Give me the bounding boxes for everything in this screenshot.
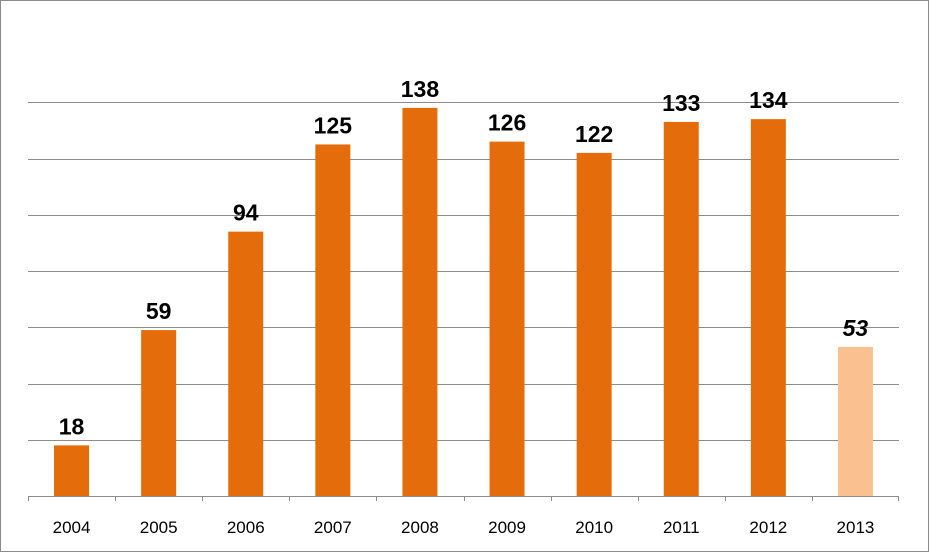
data-label-2005: 59	[146, 298, 172, 324]
bar-2007	[315, 144, 351, 496]
data-label-2007: 125	[314, 112, 353, 138]
data-label-2006: 94	[233, 200, 259, 226]
x-tick-label-2011: 2011	[663, 518, 700, 537]
data-labels: 18 59 94 125 138 126 122 133 134 53	[59, 76, 869, 440]
x-tick-label-2012: 2012	[749, 518, 787, 537]
bar-2012	[750, 119, 786, 496]
x-tick-label-2008: 2008	[401, 518, 439, 537]
bar-2006	[228, 231, 264, 496]
bar-2008	[402, 107, 438, 496]
x-tick-label-2006: 2006	[227, 518, 265, 537]
x-tick-label-2007: 2007	[314, 518, 352, 537]
data-label-2008: 138	[401, 76, 440, 102]
bar-2009	[489, 141, 525, 496]
x-tick-label-2005: 2005	[140, 518, 178, 537]
data-label-2004: 18	[59, 413, 85, 439]
bar-2005	[141, 330, 177, 496]
data-label-2013: 53	[843, 315, 869, 341]
data-label-2012: 134	[749, 87, 788, 113]
x-tick-label-2009: 2009	[488, 518, 526, 537]
bar-2013	[837, 346, 873, 496]
x-tick-label-2010: 2010	[575, 518, 613, 537]
data-label-2011: 133	[662, 90, 700, 116]
bar-2011	[663, 121, 699, 496]
x-tick-label-2013: 2013	[837, 518, 875, 537]
x-axis: 2004 2005 2006 2007 2008 2009 2010 2011 2012 2013	[28, 496, 899, 537]
x-tick-label-2004: 2004	[53, 518, 91, 537]
bar-2004	[54, 445, 90, 496]
bars	[54, 107, 873, 496]
bar-2010	[576, 152, 612, 496]
data-label-2009: 126	[488, 110, 526, 136]
data-label-2010: 122	[575, 121, 613, 147]
